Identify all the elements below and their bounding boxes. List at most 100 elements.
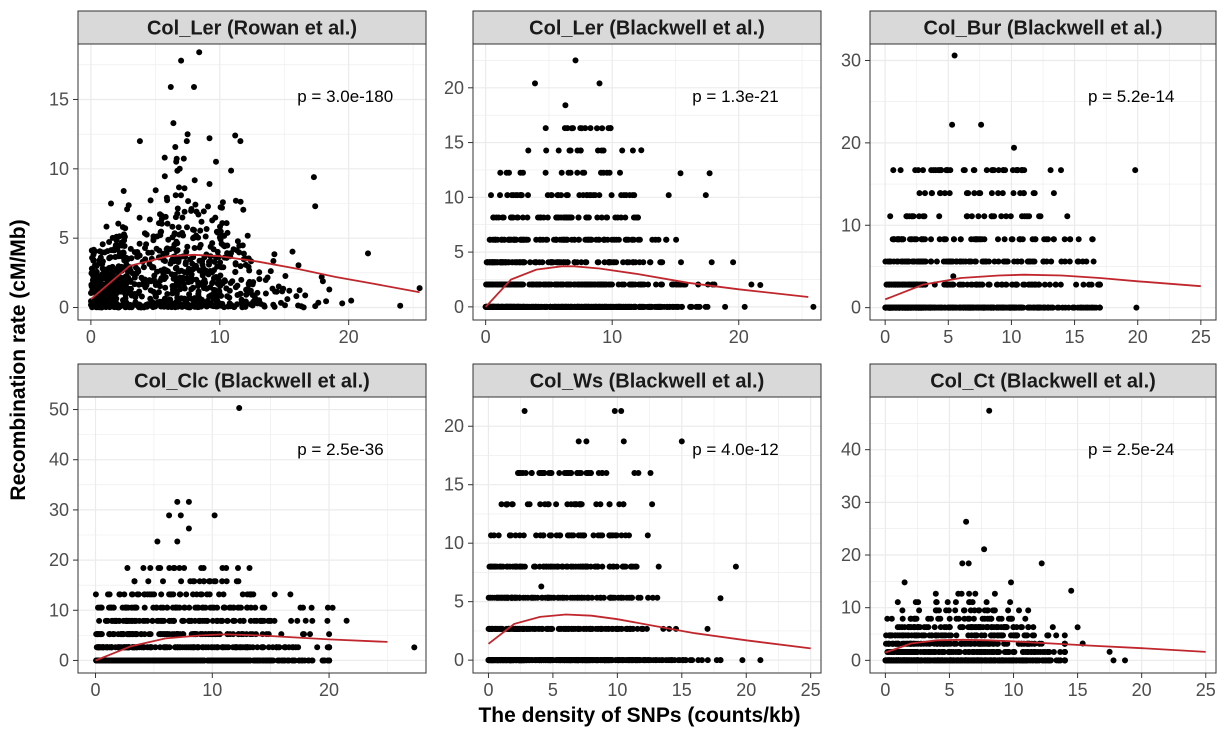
data-point	[209, 240, 216, 247]
data-point	[551, 303, 558, 310]
data-point	[488, 192, 494, 199]
data-point	[517, 169, 524, 176]
data-point	[174, 205, 181, 212]
data-point	[1011, 304, 1018, 311]
data-point	[562, 102, 569, 109]
data-point	[147, 644, 154, 651]
data-point	[599, 125, 606, 132]
data-point	[1067, 236, 1074, 243]
data-point	[195, 604, 202, 611]
data-point	[499, 259, 505, 266]
data-point	[259, 644, 266, 651]
data-point	[704, 625, 711, 632]
data-point	[619, 147, 626, 154]
data-point	[1041, 304, 1048, 311]
data-point	[505, 303, 512, 310]
data-point	[497, 169, 504, 176]
data-point	[324, 617, 331, 624]
data-point	[191, 84, 197, 90]
x-tick-label: 15	[1065, 327, 1085, 347]
data-point	[536, 470, 543, 476]
data-point	[949, 281, 955, 288]
data-point	[202, 279, 209, 286]
data-point	[1047, 167, 1054, 174]
data-point	[185, 525, 192, 532]
data-point	[257, 617, 264, 624]
data-point	[180, 155, 187, 162]
data-point	[607, 259, 613, 266]
data-point	[231, 617, 238, 624]
data-point	[220, 591, 227, 598]
data-point	[519, 214, 526, 221]
data-point	[624, 236, 631, 243]
data-point	[644, 532, 651, 539]
facet-strip	[472, 10, 822, 45]
y-tick-label: 10	[444, 187, 464, 207]
data-point	[702, 192, 709, 199]
data-point	[163, 657, 170, 664]
data-point	[211, 275, 218, 281]
y-tick-label: 10	[49, 159, 69, 179]
data-point	[622, 214, 629, 221]
data-point	[109, 269, 115, 276]
data-point	[991, 167, 997, 174]
data-point	[579, 281, 586, 288]
data-point	[136, 214, 143, 221]
data-point	[271, 591, 278, 598]
data-point	[198, 218, 205, 225]
data-point	[983, 258, 990, 265]
x-tick-label: 10	[602, 327, 622, 347]
data-point	[961, 167, 968, 174]
data-point	[946, 190, 953, 197]
data-point	[174, 301, 181, 308]
data-point	[147, 287, 154, 294]
data-point	[147, 197, 154, 204]
data-point	[150, 604, 157, 611]
data-point	[116, 302, 122, 309]
data-point	[702, 303, 709, 310]
panel-background	[473, 44, 821, 320]
data-point	[205, 203, 211, 210]
data-point	[122, 279, 129, 286]
data-point	[99, 265, 106, 272]
data-point	[219, 204, 225, 211]
data-point	[577, 147, 584, 154]
data-point	[282, 273, 289, 279]
data-point	[254, 644, 261, 651]
data-point	[315, 299, 322, 306]
data-point	[197, 591, 204, 598]
y-tick-label: 0	[454, 297, 464, 317]
data-point	[500, 214, 507, 221]
data-point	[930, 167, 937, 174]
data-point	[112, 296, 119, 302]
data-point	[103, 617, 110, 624]
data-point	[553, 281, 560, 288]
data-point	[635, 594, 642, 601]
data-point	[157, 211, 163, 218]
data-point	[237, 138, 244, 145]
data-point	[498, 501, 505, 508]
data-point	[1019, 213, 1025, 220]
data-point	[490, 281, 497, 288]
data-point	[136, 138, 143, 145]
data-point	[276, 644, 283, 651]
data-point	[206, 591, 213, 598]
data-point	[238, 657, 245, 664]
data-point	[89, 301, 96, 308]
facet-title: Col_Ler (Blackwell et al.)	[529, 18, 765, 40]
data-point	[178, 57, 185, 64]
data-point	[706, 170, 713, 177]
data-point	[94, 631, 101, 638]
data-point	[533, 259, 540, 266]
data-point	[233, 657, 240, 664]
data-point	[125, 202, 132, 209]
data-point	[951, 52, 958, 59]
data-point	[1027, 258, 1034, 265]
data-point	[297, 604, 304, 611]
data-point	[132, 604, 139, 611]
data-point	[618, 625, 625, 632]
data-point	[294, 617, 301, 624]
data-point	[184, 131, 191, 138]
data-point	[122, 303, 129, 310]
data-point	[242, 644, 249, 651]
